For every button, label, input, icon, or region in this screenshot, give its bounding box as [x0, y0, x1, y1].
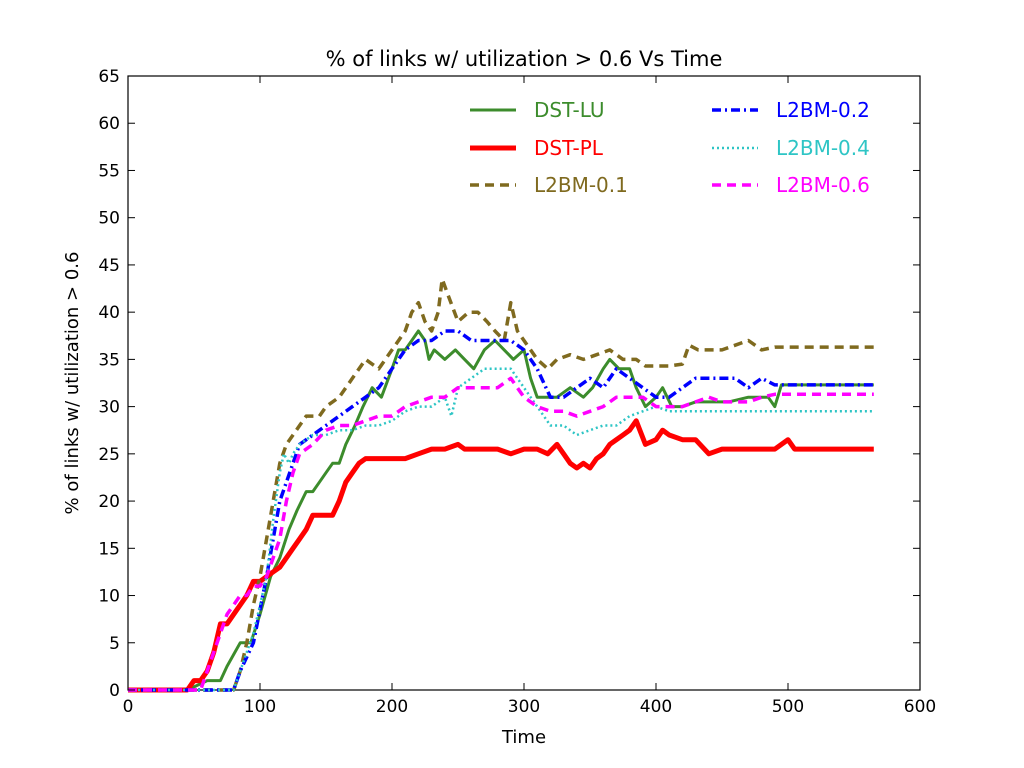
series-line-l2bm-0-2	[128, 329, 874, 692]
y-tick-label: 15	[98, 539, 120, 559]
legend-label: L2BM-0.6	[776, 173, 870, 197]
y-axis-label: % of links w/ utilization > 0.6	[62, 252, 83, 515]
legend-label: L2BM-0.4	[776, 136, 870, 160]
y-tick-label: 55	[98, 161, 120, 181]
y-tick-label: 35	[98, 350, 120, 370]
x-tick-label: 300	[508, 697, 540, 717]
y-axis-ticks: 0 5 10 15 20 25 30 35 40 45 50 55 60 65	[98, 67, 920, 701]
x-axis-ticks: 0 100 200 300 400 500 600	[123, 76, 936, 717]
y-tick-label: 60	[98, 114, 120, 134]
legend: DST-LU DST-PL L2BM-0.1 L2BM-0.2 L2BM-0.4 L2BM…	[470, 98, 870, 197]
series-line-l2bm-0-1	[128, 277, 874, 692]
x-axis-label: Time	[501, 727, 546, 748]
series-line-dst-lu	[128, 329, 874, 692]
x-tick-label: 200	[376, 697, 408, 717]
plot-area	[127, 75, 921, 693]
x-tick-label: 0	[123, 697, 134, 717]
y-tick-label: 65	[98, 67, 120, 87]
x-tick-label: 500	[772, 697, 804, 717]
y-tick-label: 30	[98, 398, 120, 418]
y-tick-label: 20	[98, 492, 120, 512]
series-group	[128, 277, 874, 693]
x-tick-label: 600	[904, 697, 936, 717]
legend-label: DST-LU	[534, 98, 604, 122]
x-tick-label: 100	[244, 697, 276, 717]
y-tick-label: 10	[98, 587, 120, 607]
y-tick-label: 40	[98, 303, 120, 323]
legend-label: DST-PL	[534, 136, 604, 160]
y-tick-label: 5	[109, 634, 120, 654]
x-tick-label: 400	[640, 697, 672, 717]
y-tick-label: 0	[109, 681, 120, 701]
chart-title: % of links w/ utilization > 0.6 Vs Time	[326, 47, 723, 71]
y-tick-label: 25	[98, 445, 120, 465]
series-line-l2bm-0-6	[128, 376, 874, 692]
y-tick-label: 50	[98, 209, 120, 229]
legend-label: L2BM-0.2	[776, 98, 870, 122]
y-tick-label: 45	[98, 256, 120, 276]
series-line-dst-pl	[128, 418, 874, 693]
legend-label: L2BM-0.1	[534, 173, 628, 197]
